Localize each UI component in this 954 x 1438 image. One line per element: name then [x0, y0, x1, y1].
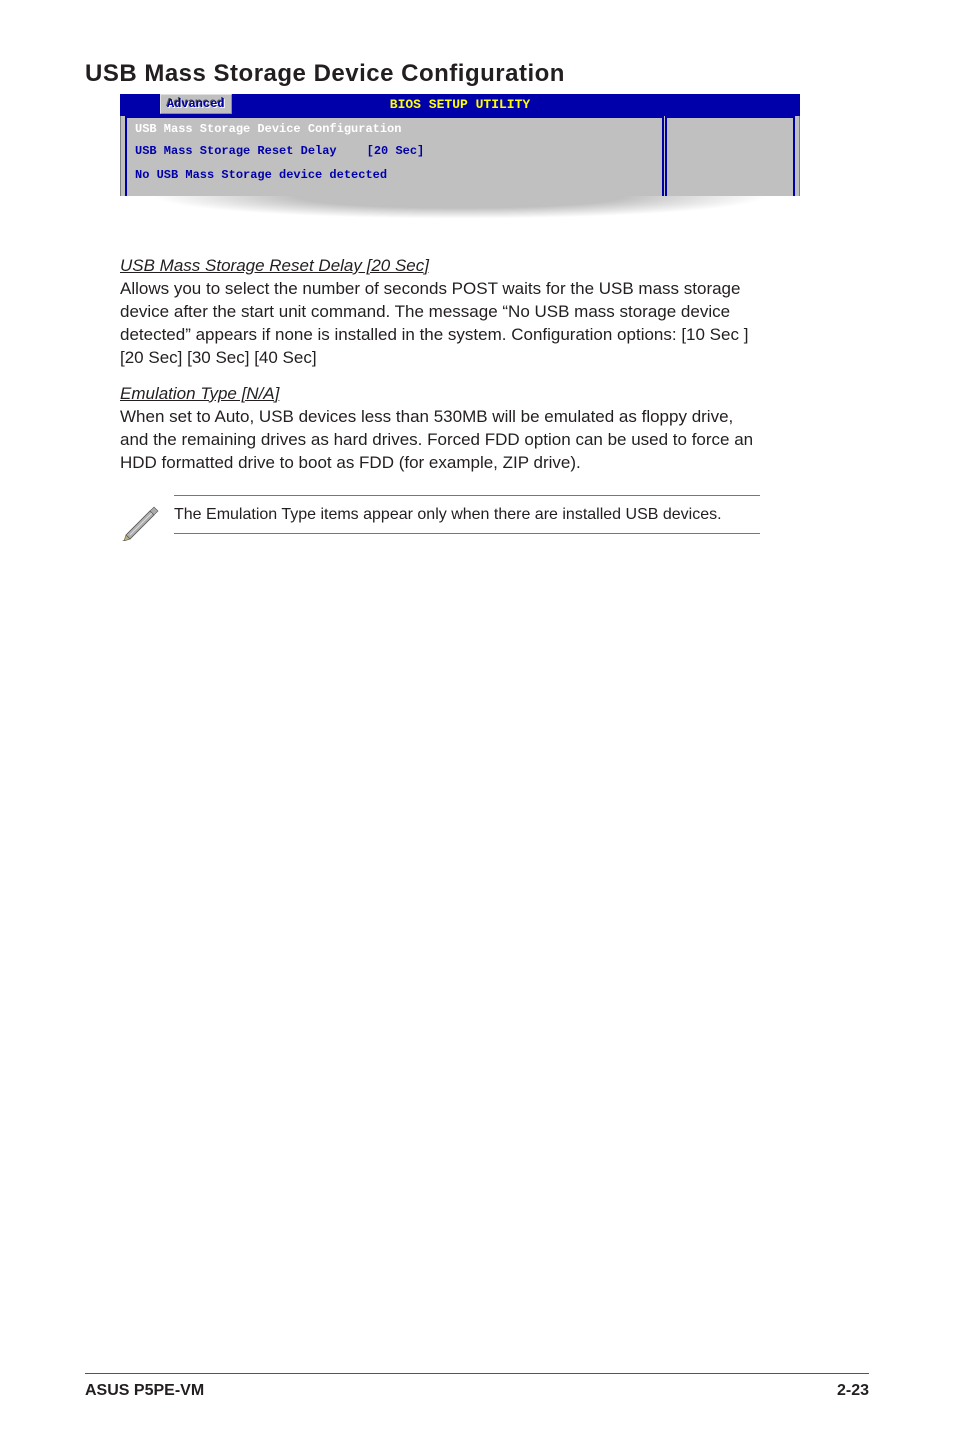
subhead-reset-delay: USB Mass Storage Reset Delay [20 Sec] — [120, 256, 760, 276]
page-footer: ASUS P5PE-VM 2-23 — [85, 1373, 869, 1400]
note-text: The Emulation Type items appear only whe… — [174, 495, 760, 535]
content-block: USB Mass Storage Reset Delay [20 Sec] Al… — [120, 256, 760, 475]
note-block: The Emulation Type items appear only whe… — [120, 495, 760, 546]
bios-fade-shadow — [120, 196, 800, 226]
para-reset-delay: Allows you to select the number of secon… — [120, 278, 760, 370]
bios-row-value: [20 Sec] — [367, 144, 425, 158]
bios-tab-advanced: Advanced — [160, 94, 232, 114]
bios-row-no-device: No USB Mass Storage device detected — [127, 166, 662, 184]
bios-header: BIOS SETUP UTILITY Advanced — [120, 94, 800, 116]
footer-left: ASUS P5PE-VM — [85, 1382, 204, 1400]
bios-section-title: USB Mass Storage Device Configuration — [127, 118, 662, 142]
footer-right: 2-23 — [837, 1382, 869, 1400]
bios-utility-title: BIOS SETUP UTILITY — [390, 97, 530, 112]
para-emulation-type: When set to Auto, USB devices less than … — [120, 406, 760, 475]
pencil-icon — [120, 495, 160, 546]
bios-row-label: USB Mass Storage Reset Delay — [135, 144, 337, 158]
subhead-emulation-type: Emulation Type [N/A] — [120, 384, 760, 404]
section-heading: USB Mass Storage Device Configuration — [85, 60, 869, 88]
bios-row-reset-delay: USB Mass Storage Reset Delay [20 Sec] — [127, 142, 662, 160]
bios-screenshot: BIOS SETUP UTILITY Advanced USB Mass Sto… — [120, 94, 800, 226]
